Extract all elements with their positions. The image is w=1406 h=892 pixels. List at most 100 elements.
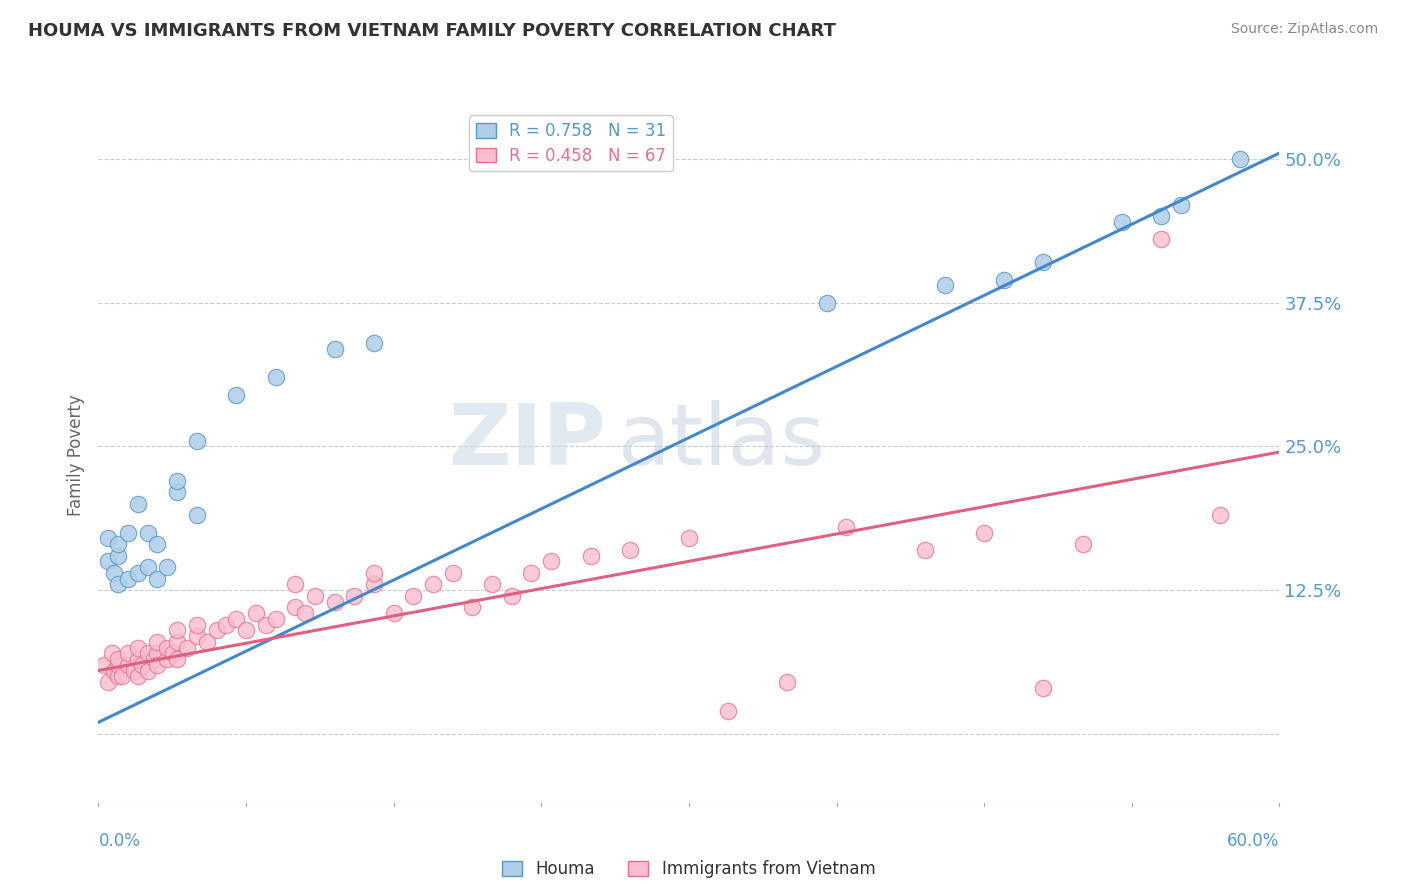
Point: [235, 624, 257, 638]
Point: [107, 549, 129, 563]
Point: [973, 525, 995, 540]
Point: [776, 675, 799, 690]
Point: [678, 531, 700, 545]
Point: [107, 669, 129, 683]
Point: [136, 560, 159, 574]
Point: [1170, 198, 1192, 212]
Point: [1032, 255, 1054, 269]
Point: [540, 554, 562, 568]
Point: [343, 589, 366, 603]
Point: [111, 669, 134, 683]
Point: [107, 657, 129, 672]
Point: [422, 577, 444, 591]
Point: [835, 520, 858, 534]
Point: [914, 542, 936, 557]
Point: [156, 560, 179, 574]
Point: [127, 566, 149, 580]
Text: Source: ZipAtlas.com: Source: ZipAtlas.com: [1230, 22, 1378, 37]
Point: [382, 606, 405, 620]
Text: HOUMA VS IMMIGRANTS FROM VIETNAM FAMILY POVERTY CORRELATION CHART: HOUMA VS IMMIGRANTS FROM VIETNAM FAMILY …: [28, 22, 837, 40]
Point: [117, 657, 139, 672]
Point: [717, 704, 740, 718]
Point: [117, 572, 139, 586]
Text: ZIP: ZIP: [449, 400, 606, 483]
Point: [127, 669, 149, 683]
Text: atlas: atlas: [619, 400, 827, 483]
Point: [142, 652, 165, 666]
Legend: Houma, Immigrants from Vietnam: Houma, Immigrants from Vietnam: [496, 854, 882, 885]
Point: [461, 600, 484, 615]
Point: [97, 531, 120, 545]
Point: [1032, 681, 1054, 695]
Point: [146, 635, 169, 649]
Point: [101, 646, 124, 660]
Text: 60.0%: 60.0%: [1227, 831, 1279, 849]
Point: [156, 652, 179, 666]
Point: [363, 566, 385, 580]
Point: [1209, 508, 1232, 523]
Point: [245, 606, 267, 620]
Point: [146, 572, 169, 586]
Point: [304, 589, 326, 603]
Point: [225, 612, 247, 626]
Point: [136, 525, 159, 540]
Point: [323, 342, 346, 356]
Point: [1111, 215, 1133, 229]
Point: [131, 657, 153, 672]
Point: [166, 624, 188, 638]
Point: [481, 577, 503, 591]
Point: [107, 537, 129, 551]
Point: [93, 657, 115, 672]
Point: [1150, 209, 1173, 223]
Point: [205, 624, 228, 638]
Point: [284, 577, 307, 591]
Point: [284, 600, 307, 615]
Point: [127, 497, 149, 511]
Point: [195, 635, 218, 649]
Point: [186, 508, 208, 523]
Point: [186, 617, 208, 632]
Point: [146, 646, 169, 660]
Point: [264, 612, 287, 626]
Point: [127, 640, 149, 655]
Point: [122, 664, 145, 678]
Point: [97, 675, 120, 690]
Point: [1150, 232, 1173, 246]
Point: [162, 646, 184, 660]
Point: [402, 589, 425, 603]
Point: [146, 537, 169, 551]
Point: [136, 646, 159, 660]
Point: [107, 652, 129, 666]
Point: [166, 635, 188, 649]
Point: [815, 295, 838, 310]
Point: [501, 589, 523, 603]
Y-axis label: Family Poverty: Family Poverty: [67, 394, 86, 516]
Point: [103, 566, 125, 580]
Point: [186, 434, 208, 448]
Point: [520, 566, 543, 580]
Point: [176, 640, 198, 655]
Point: [186, 629, 208, 643]
Point: [225, 387, 247, 401]
Point: [363, 335, 385, 350]
Point: [619, 542, 641, 557]
Point: [166, 652, 188, 666]
Point: [103, 664, 125, 678]
Point: [363, 577, 385, 591]
Point: [166, 485, 188, 500]
Point: [146, 657, 169, 672]
Point: [166, 474, 188, 488]
Point: [579, 549, 602, 563]
Point: [323, 594, 346, 608]
Point: [215, 617, 238, 632]
Point: [136, 664, 159, 678]
Point: [1229, 152, 1251, 166]
Point: [264, 370, 287, 384]
Point: [117, 646, 139, 660]
Point: [993, 272, 1015, 286]
Point: [156, 640, 179, 655]
Point: [294, 606, 316, 620]
Point: [441, 566, 464, 580]
Text: 0.0%: 0.0%: [98, 831, 141, 849]
Point: [1071, 537, 1094, 551]
